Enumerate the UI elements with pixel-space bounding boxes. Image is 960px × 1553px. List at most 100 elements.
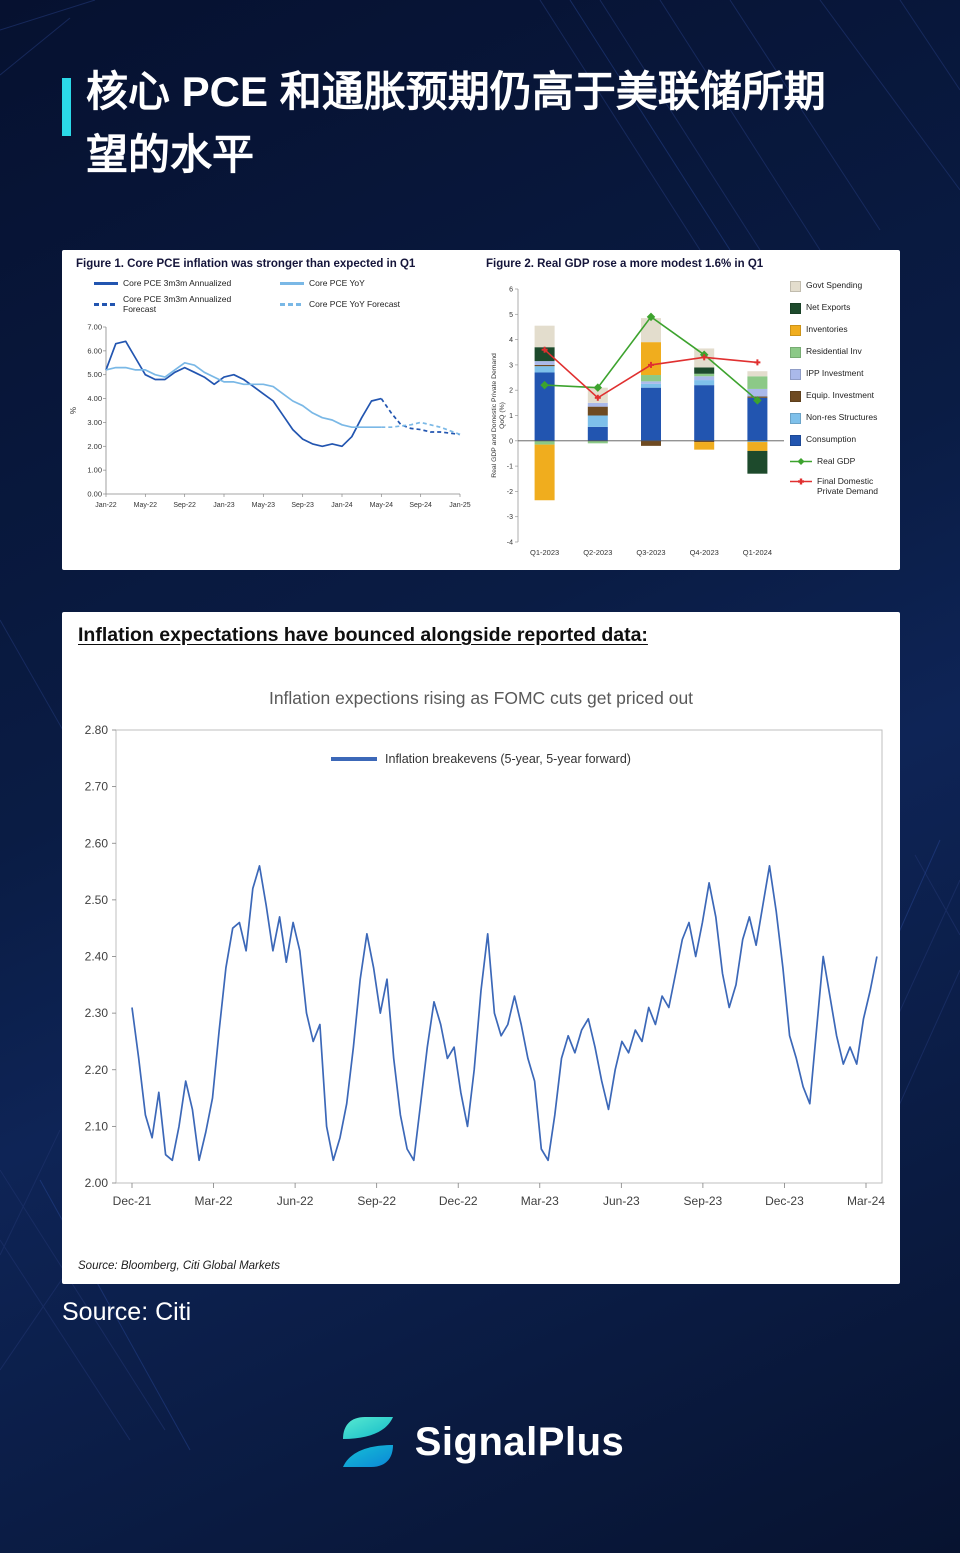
- legend-item: Govt Spending: [790, 280, 894, 292]
- line-swatch: [790, 478, 812, 485]
- svg-text:Q1-2023: Q1-2023: [530, 548, 559, 557]
- svg-text:Mar-24: Mar-24: [847, 1194, 885, 1208]
- svg-text:Q3-2023: Q3-2023: [636, 548, 665, 557]
- svg-text:Jun-22: Jun-22: [277, 1194, 314, 1208]
- legend-label: Govt Spending: [806, 280, 863, 290]
- legend-label: Equip. Investment: [806, 390, 875, 400]
- svg-text:2.40: 2.40: [85, 950, 109, 964]
- svg-text:-4: -4: [507, 540, 513, 547]
- color-swatch: [790, 413, 801, 424]
- color-swatch: [790, 391, 801, 402]
- svg-text:Mar-22: Mar-22: [195, 1194, 233, 1208]
- svg-text:Sep-24: Sep-24: [409, 502, 432, 509]
- legend-label: Final Domestic Private Demand: [817, 476, 878, 497]
- solid-line-swatch: [280, 281, 304, 285]
- core-pce-chart: 0.00 1.00 2.00 3.00 4.00 5.00 6.00 7.00 Jan-22 Ma…: [69, 323, 471, 510]
- color-swatch: [790, 435, 801, 446]
- figures-panel: Figure 1. Core PCE inflation was stronge…: [62, 250, 900, 570]
- color-swatch: [790, 369, 801, 380]
- legend-item: Residential Inv: [790, 346, 894, 358]
- gdp-chart: -4 -3 -2 -1 0 1 2 3 4 5 6 Q1-2023 Q2-2023 Q3-2023 Q4-2…: [491, 287, 784, 557]
- svg-text:%: %: [69, 407, 78, 414]
- legend-item: Core PCE YoY Forecast: [280, 294, 400, 314]
- legend-label: Core PCE YoY Forecast: [309, 299, 401, 309]
- svg-text:2.60: 2.60: [85, 836, 109, 850]
- legend-item: Real GDP: [790, 456, 894, 466]
- figure-1-title: Figure 1. Core PCE inflation was stronge…: [76, 258, 416, 270]
- legend-label: Residential Inv: [806, 346, 862, 356]
- svg-text:2.00: 2.00: [85, 1176, 109, 1190]
- svg-text:QoQ (%): QoQ (%): [499, 402, 506, 429]
- legend-label: Core PCE 3m3m Annualized Forecast: [123, 294, 232, 314]
- color-swatch: [790, 347, 801, 358]
- inflation-panel-heading: Inflation expectations have bounced alon…: [78, 624, 648, 646]
- svg-text:2.80: 2.80: [85, 723, 109, 737]
- legend-item: Equip. Investment: [790, 390, 894, 402]
- svg-text:2.50: 2.50: [85, 893, 109, 907]
- brand-name: SignalPlus: [414, 1419, 625, 1464]
- solid-line-swatch: [94, 281, 118, 285]
- svg-text:Q1-2024: Q1-2024: [743, 548, 772, 557]
- figure-2-title: Figure 2. Real GDP rose a more modest 1.…: [486, 258, 764, 270]
- dashed-line-swatch: [280, 302, 304, 306]
- source-attribution: Source: Citi: [62, 1298, 192, 1326]
- svg-text:Sep-22: Sep-22: [357, 1194, 396, 1208]
- svg-text:Sep-22: Sep-22: [173, 502, 196, 509]
- legend-item: Core PCE 3m3m Annualized Forecast: [94, 294, 266, 314]
- svg-text:Jan-24: Jan-24: [331, 502, 353, 509]
- svg-text:Q2-2023: Q2-2023: [583, 548, 612, 557]
- svg-text:3: 3: [509, 362, 513, 369]
- svg-text:0.00: 0.00: [87, 490, 102, 499]
- svg-text:Jan-22: Jan-22: [95, 502, 117, 509]
- svg-text:0: 0: [509, 438, 513, 445]
- svg-text:7.00: 7.00: [87, 323, 102, 332]
- svg-text:2.20: 2.20: [85, 1063, 109, 1077]
- legend-item: Net Exports: [790, 302, 894, 314]
- legend-label: Core PCE 3m3m Annualized: [123, 278, 232, 288]
- svg-text:Q4-2023: Q4-2023: [690, 548, 719, 557]
- legend-item: IPP Investment: [790, 368, 894, 380]
- svg-text:May-22: May-22: [134, 502, 157, 509]
- legend-item: Consumption: [790, 434, 894, 446]
- svg-text:May-23: May-23: [252, 502, 275, 509]
- svg-text:4: 4: [509, 337, 513, 344]
- svg-text:Jan-23: Jan-23: [213, 502, 235, 509]
- svg-text:2.00: 2.00: [87, 442, 102, 451]
- breakevens-legend: Inflation breakevens (5-year, 5-year for…: [62, 752, 900, 766]
- svg-text:2.10: 2.10: [85, 1119, 109, 1133]
- svg-text:Jan-25: Jan-25: [449, 502, 471, 509]
- color-swatch: [790, 303, 801, 314]
- color-swatch: [790, 281, 801, 292]
- svg-text:-1: -1: [507, 464, 513, 471]
- svg-text:Sep-23: Sep-23: [291, 502, 314, 509]
- title-accent-bar: [62, 78, 71, 136]
- legend-line-swatch: [331, 757, 378, 761]
- svg-text:Dec-21: Dec-21: [113, 1194, 152, 1208]
- svg-text:-3: -3: [507, 514, 513, 521]
- legend-label: Core PCE YoY: [309, 278, 365, 288]
- legend-item: Final Domestic Private Demand: [790, 476, 894, 496]
- figure-1: Figure 1. Core PCE inflation was stronge…: [68, 256, 480, 564]
- svg-text:Real GDP and Domestic Private: Real GDP and Domestic Private Demand: [491, 353, 498, 478]
- page-title-line1: 核心 PCE 和通胀预期仍高于美联储所期: [86, 68, 826, 115]
- legend-label: Consumption: [806, 434, 857, 444]
- signalplus-logo-icon: [342, 1417, 393, 1467]
- svg-text:Dec-23: Dec-23: [765, 1194, 804, 1208]
- legend-label: Real GDP: [817, 456, 856, 466]
- legend-item: Core PCE 3m3m Annualized: [94, 278, 266, 288]
- inflation-panel: Inflation expectations have bounced alon…: [62, 612, 900, 1284]
- page-title: 核心 PCE 和通胀预期仍高于美联储所期 望的水平: [86, 60, 926, 186]
- svg-text:Jun-23: Jun-23: [603, 1194, 640, 1208]
- legend-item: Non-res Structures: [790, 412, 894, 424]
- svg-text:6.00: 6.00: [87, 346, 102, 355]
- svg-text:Dec-22: Dec-22: [439, 1194, 478, 1208]
- svg-text:5: 5: [509, 312, 513, 319]
- legend-label: Inflation breakevens (5-year, 5-year for…: [385, 752, 631, 766]
- svg-text:Sep-23: Sep-23: [684, 1194, 723, 1208]
- svg-text:May-24: May-24: [370, 502, 393, 509]
- svg-text:1.00: 1.00: [87, 466, 102, 475]
- breakevens-chart-title: Inflation expections rising as FOMC cuts…: [268, 688, 694, 708]
- svg-text:2: 2: [509, 388, 513, 395]
- breakevens-chart: 2.00 2.10 2.20 2.30 2.40 2.50 2.60 2.70 2.80 Dec-…: [85, 723, 886, 1208]
